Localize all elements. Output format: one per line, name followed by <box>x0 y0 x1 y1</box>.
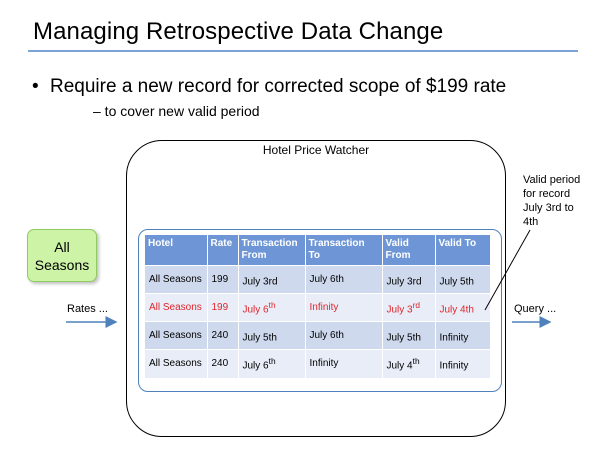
all-seasons-box: All Seasons <box>27 229 97 282</box>
cell-tx-from: July 6th <box>238 349 306 378</box>
header-hotel: Hotel <box>145 235 208 266</box>
cell-hotel: All Seasons <box>145 265 208 294</box>
cell-rate: 199 <box>207 265 239 294</box>
main-bullet: • Require a new record for corrected scop… <box>32 76 506 98</box>
cell-valid-to: July 5th <box>435 265 491 294</box>
cell-hotel: All Seasons <box>145 293 208 322</box>
title-underline <box>28 50 578 52</box>
cell-rate: 240 <box>207 349 239 378</box>
sub-bullet: – to cover new valid period <box>93 103 260 119</box>
slide-title: Managing Retrospective Data Change <box>33 18 444 45</box>
query-label: Query ... <box>514 303 557 315</box>
cell-valid-from: July 4th <box>382 349 436 378</box>
cell-tx-from: July 5th <box>238 321 306 350</box>
cell-valid-from: July 5th <box>382 321 436 350</box>
cell-tx-to: Infinity <box>305 349 383 378</box>
table-frame <box>138 229 502 392</box>
callout-line <box>484 229 531 311</box>
bullet-text: Require a new record for corrected scope… <box>50 76 507 97</box>
cell-hotel: All Seasons <box>145 321 208 350</box>
header-transaction-to: Transaction To <box>305 235 383 266</box>
cell-tx-from: July 6th <box>238 293 306 322</box>
cell-tx-to: Infinity <box>305 293 383 322</box>
cell-tx-from: July 3rd <box>238 265 306 294</box>
table-row: All Seasons 240 July 5th July 6th July 5… <box>145 321 491 350</box>
rates-label: Rates ... <box>67 303 108 315</box>
cell-rate: 240 <box>207 321 239 350</box>
cell-tx-to: July 6th <box>305 321 383 350</box>
header-transaction-from: Transaction From <box>238 235 306 266</box>
bullet-dot: • <box>32 76 39 97</box>
cell-valid-from: July 3rd <box>382 265 436 294</box>
cell-tx-to: July 6th <box>305 265 383 294</box>
header-rate: Rate <box>207 235 239 266</box>
system-title: Hotel Price Watcher <box>262 143 370 157</box>
valid-period-note: Valid period for record July 3rd to 4th <box>523 174 581 228</box>
table-row-corrected: All Seasons 199 July 6th Infinity July 3… <box>145 293 491 322</box>
system-box <box>126 140 506 437</box>
cell-valid-to: Infinity <box>435 321 491 350</box>
table-header-row: Hotel Rate Transaction From Transaction To… <box>145 235 490 266</box>
cell-valid-to: July 4th <box>435 293 491 322</box>
table-row: All Seasons 240 July 6th Infinity July 4… <box>145 349 491 378</box>
rates-table: Hotel Rate Transaction From Transaction To… <box>145 235 491 378</box>
header-valid-to: Valid To <box>435 235 490 266</box>
cell-hotel: All Seasons <box>145 349 208 378</box>
header-valid-from: Valid From <box>382 235 436 266</box>
cell-valid-from: July 3rd <box>382 293 436 322</box>
table-row: All Seasons 199 July 3rd July 6th July 3… <box>145 265 491 294</box>
cell-valid-to: Infinity <box>435 349 491 378</box>
cell-rate: 199 <box>207 293 239 322</box>
